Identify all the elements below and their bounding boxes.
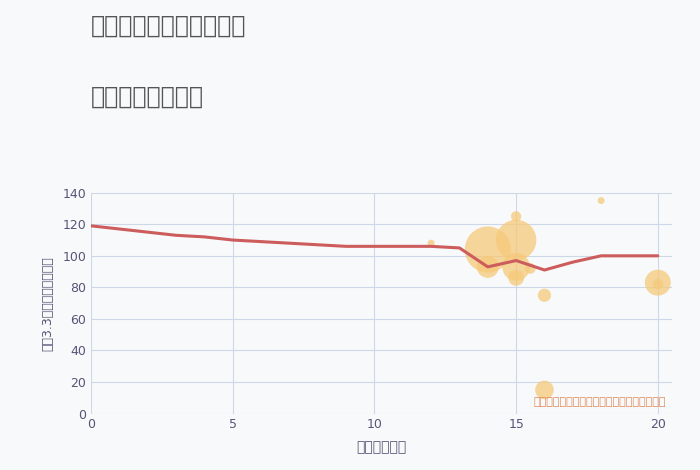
Point (482, 246, 493, 253)
Point (652, 281, 664, 288)
Point (482, 263, 493, 271)
Point (510, 274, 522, 282)
Text: 兵庫県西宮市小曽根町の: 兵庫県西宮市小曽根町の (91, 14, 246, 38)
Y-axis label: 坪（3.3㎡）単価（万円）: 坪（3.3㎡）単価（万円） (41, 256, 54, 351)
Point (539, 291, 550, 299)
Point (652, 279, 664, 286)
Text: 円の大きさは、取引のあった物件面積を示す: 円の大きさは、取引のあった物件面積を示す (533, 397, 666, 407)
Text: 駅距離別土地価格: 駅距離別土地価格 (91, 85, 204, 109)
Point (510, 263, 522, 271)
Point (510, 236, 522, 244)
Point (525, 265, 536, 272)
Point (510, 212, 522, 220)
Point (426, 239, 437, 247)
Point (539, 386, 550, 394)
Point (596, 197, 607, 204)
X-axis label: 駅距離（分）: 駅距離（分） (356, 440, 407, 454)
